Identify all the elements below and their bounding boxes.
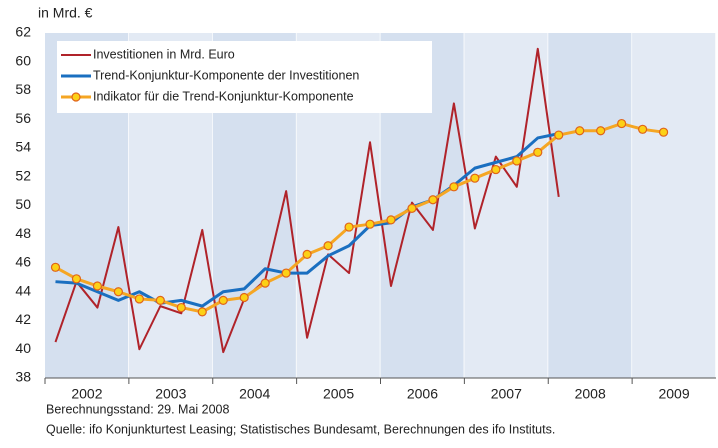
series-marker	[365, 219, 375, 229]
series-line	[54, 47, 560, 354]
x-tick-label: 2002	[71, 386, 102, 402]
legend-box	[57, 41, 432, 113]
y-tick-label: 54	[15, 139, 31, 155]
series-marker	[92, 281, 103, 291]
year-band	[632, 33, 716, 378]
y-tick-label: 50	[15, 196, 31, 212]
series-marker	[113, 287, 123, 297]
series-marker	[554, 130, 564, 140]
y-tick-label: 42	[15, 311, 31, 327]
series-marker	[407, 203, 417, 213]
y-tick-label: 62	[15, 24, 31, 40]
legend-label: Investitionen in Mrd. Euro	[93, 47, 235, 61]
x-tick-label: 2003	[155, 386, 186, 402]
series-marker	[302, 249, 312, 259]
series-marker	[638, 124, 648, 134]
x-tick-label: 2009	[658, 386, 689, 402]
series-marker	[533, 147, 543, 157]
series-line	[55, 132, 560, 308]
series-marker	[176, 302, 186, 313]
series-marker	[344, 222, 354, 232]
series-marker	[50, 262, 61, 272]
legend-marker	[71, 92, 81, 102]
series-marker	[218, 295, 228, 305]
series-marker	[428, 195, 438, 205]
x-tick-label: 2006	[407, 386, 438, 402]
series-marker	[281, 268, 291, 278]
series-marker	[386, 215, 396, 225]
series-marker	[617, 118, 627, 129]
year-band	[464, 33, 549, 378]
x-tick-label: 2007	[491, 386, 522, 402]
series-marker	[449, 182, 459, 192]
y-tick-label: 38	[15, 369, 31, 385]
series-marker	[155, 295, 165, 305]
y-tick-label: 56	[15, 110, 31, 126]
series-marker	[575, 126, 585, 136]
y-tick-label: 52	[15, 167, 31, 183]
legend-label: Trend-Konjunktur-Komponente der Investit…	[93, 68, 359, 82]
x-tick-label: 2008	[575, 386, 606, 402]
y-tick-label: 58	[15, 81, 31, 97]
series-marker	[596, 126, 606, 136]
series-marker	[71, 274, 82, 284]
note: Quelle: ifo Konjunkturtest Leasing; Stat…	[46, 422, 555, 436]
series-marker	[239, 292, 249, 303]
y-tick-label: 46	[15, 254, 31, 270]
y-tick-label: 48	[15, 225, 31, 241]
x-tick-label: 2005	[323, 386, 354, 402]
year-band	[548, 33, 633, 378]
chart-title: in Mrd. €	[38, 5, 93, 21]
series-marker	[491, 164, 501, 175]
y-tick-label: 60	[15, 52, 31, 68]
y-tick-label: 40	[15, 340, 31, 356]
series-marker	[323, 241, 333, 251]
series-marker	[134, 294, 144, 304]
series-marker	[512, 156, 522, 166]
y-tick-label: 44	[15, 282, 31, 298]
legend-label: Indikator für die Trend-Konjunktur-Kompo…	[93, 89, 354, 103]
series-marker	[197, 307, 207, 317]
note: Berechnungsstand: 29. Mai 2008	[46, 402, 230, 416]
x-tick-label: 2004	[239, 386, 270, 402]
series-marker	[260, 278, 270, 288]
series-marker	[470, 173, 480, 183]
series-marker	[658, 127, 669, 137]
